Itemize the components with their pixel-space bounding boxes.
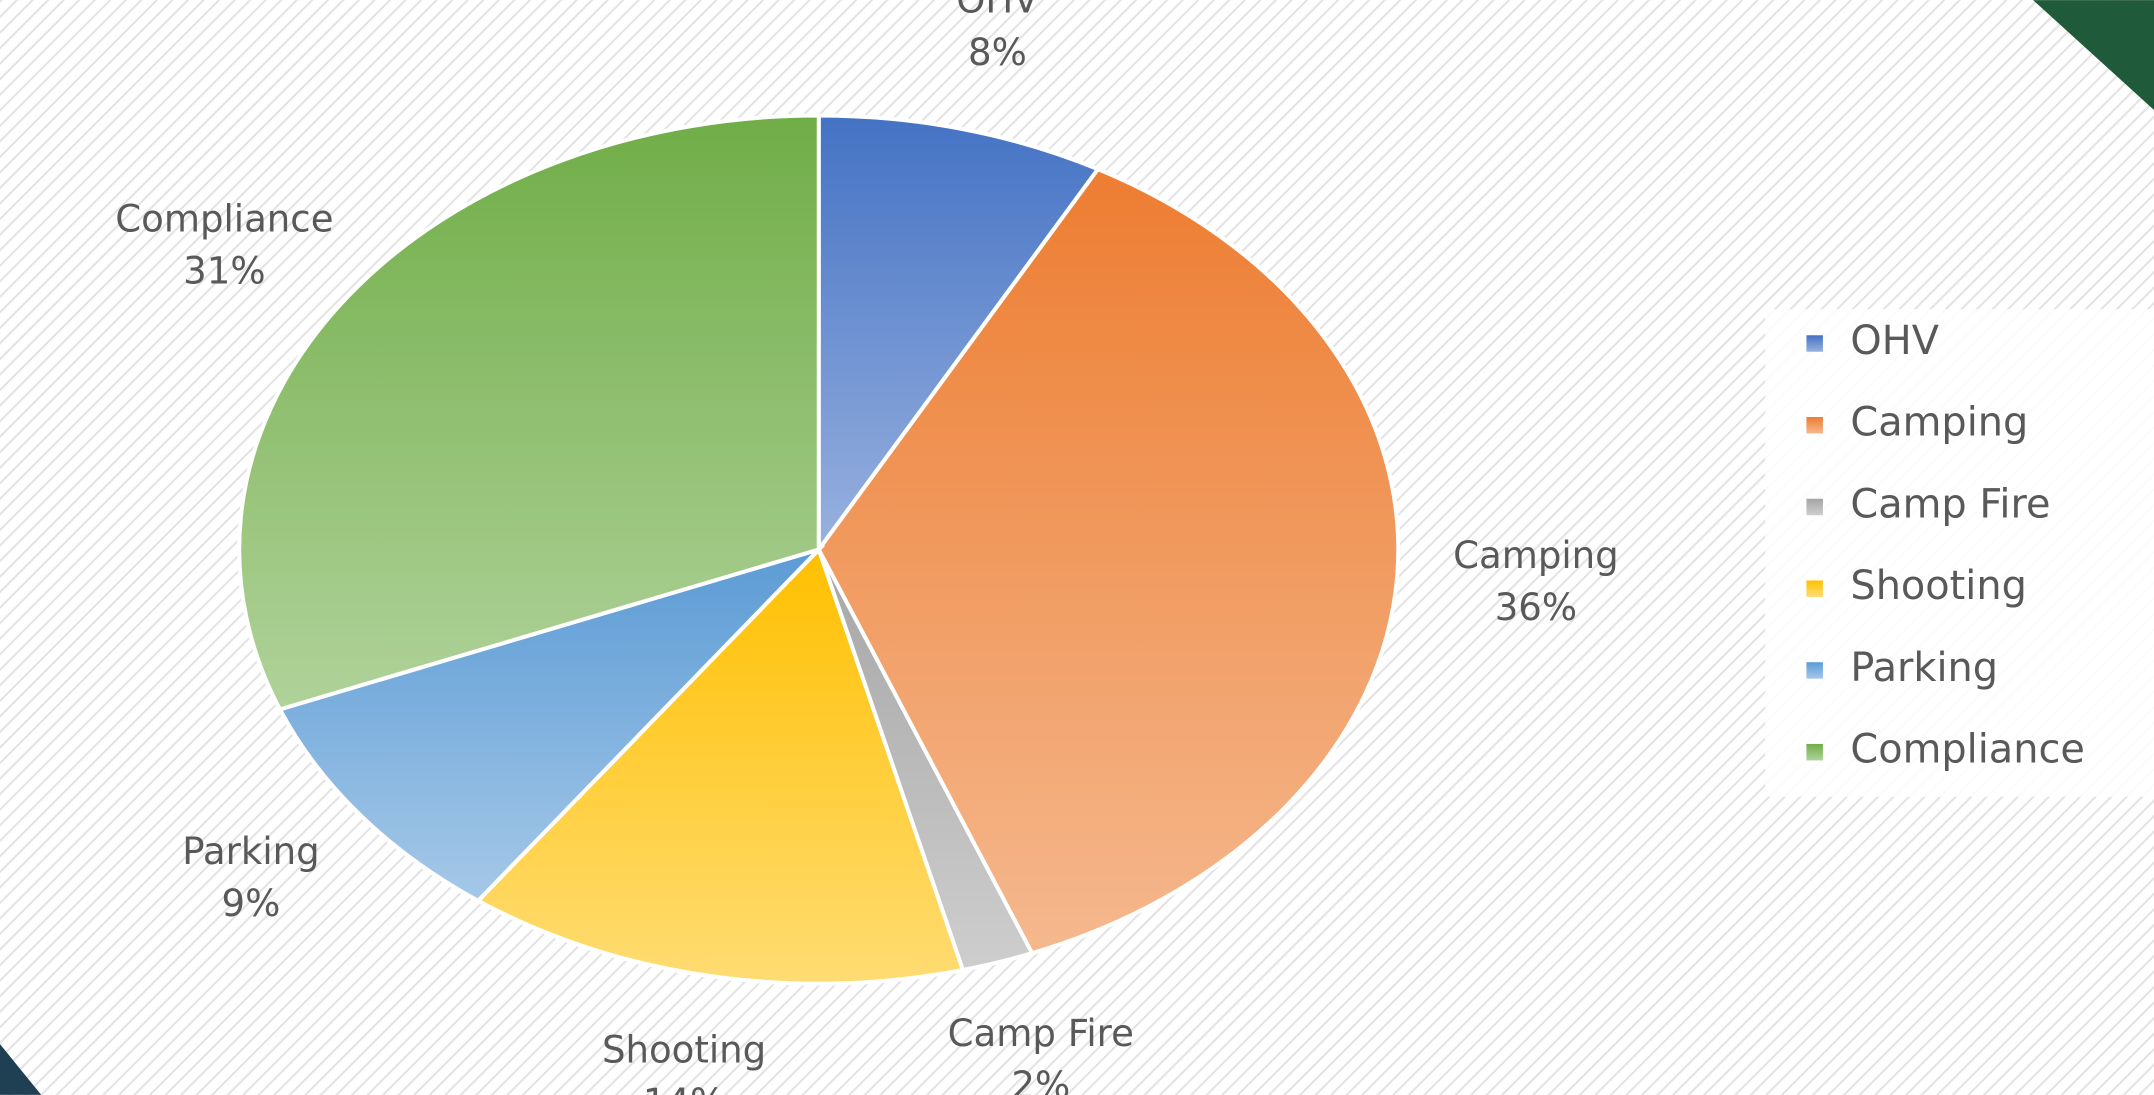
data-label: 9%	[222, 882, 281, 925]
data-label-name: Camping	[1453, 534, 1619, 577]
data-label: 8%	[968, 31, 1027, 74]
data-label-name: Camp Fire	[948, 1012, 1134, 1055]
legend-label: Parking	[1850, 645, 1998, 691]
pie-slice	[280, 550, 819, 901]
corner-decoration	[2033, 0, 2154, 110]
legend-label: Camping	[1850, 400, 2028, 446]
pie-slice	[819, 115, 1098, 549]
legend-marker	[1806, 416, 1823, 434]
data-label: 2%	[1011, 1064, 1070, 1095]
data-label: 31%	[183, 250, 265, 293]
pie-slice	[239, 115, 819, 709]
data-label: 36%	[1495, 586, 1577, 629]
legend-marker	[1806, 743, 1823, 761]
legend-label: Camp Fire	[1850, 481, 2050, 527]
pie-slice	[819, 169, 1399, 953]
legend-label: OHV	[1850, 318, 1939, 364]
legend-box	[1765, 309, 2154, 797]
data-label-name: Compliance	[115, 197, 333, 240]
legend-label: Compliance	[1850, 727, 2084, 773]
corner-decoration	[0, 1044, 42, 1095]
legend-marker	[1806, 580, 1823, 597]
pie	[239, 115, 1398, 983]
legend-marker	[1806, 335, 1823, 352]
data-label: 14%	[643, 1081, 725, 1095]
pie-slice	[478, 550, 963, 984]
legend-label: Shooting	[1850, 563, 2026, 609]
data-label-name: OHV	[956, 0, 1039, 22]
legend-marker	[1806, 498, 1823, 516]
data-label-name: Parking	[182, 830, 319, 873]
legend-marker	[1806, 662, 1823, 679]
data-label-name: Shooting	[602, 1029, 766, 1072]
